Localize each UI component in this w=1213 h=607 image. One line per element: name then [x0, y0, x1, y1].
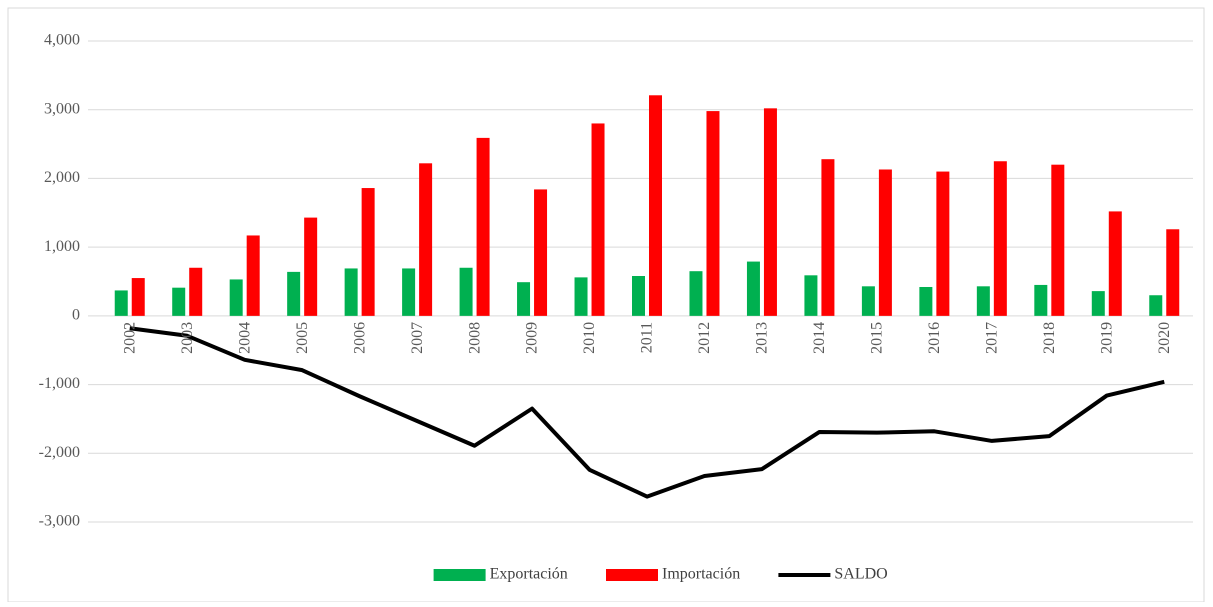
x-tick-label: 2019 — [1098, 322, 1115, 354]
bar — [632, 276, 645, 316]
bar — [1034, 284, 1048, 316]
bar — [419, 163, 433, 316]
bar — [229, 279, 243, 316]
bar — [517, 282, 531, 316]
bar — [114, 290, 128, 316]
legend-label: Importación — [662, 566, 740, 583]
bar — [861, 286, 875, 316]
y-tick-label: -1,000 — [39, 375, 80, 392]
bar — [402, 268, 416, 316]
legend-label: SALDO — [834, 566, 887, 583]
bar — [1108, 211, 1122, 316]
x-tick-label: 2013 — [754, 322, 771, 354]
bar — [344, 268, 358, 316]
x-tick-label: 2004 — [236, 322, 253, 354]
bar — [649, 95, 662, 316]
x-tick-label: 2008 — [466, 322, 483, 354]
bar — [574, 277, 588, 316]
x-tick-label: 2015 — [869, 322, 886, 354]
bar — [1149, 295, 1163, 316]
bar — [591, 123, 605, 316]
bar — [287, 271, 301, 316]
x-tick-label: 2018 — [1041, 322, 1058, 354]
bar — [304, 217, 318, 316]
bar — [689, 271, 703, 316]
bar — [361, 188, 375, 316]
legend-swatch — [433, 569, 486, 581]
x-tick-label: 2006 — [351, 322, 368, 354]
x-tick-label: 2011 — [639, 322, 656, 353]
x-tick-label: 2017 — [984, 322, 1001, 354]
x-tick-label: 2009 — [524, 322, 541, 354]
bar — [746, 261, 760, 316]
x-tick-label: 2010 — [581, 322, 598, 354]
y-tick-label: -2,000 — [39, 444, 80, 461]
bar — [1091, 291, 1105, 316]
x-tick-label: 2007 — [409, 322, 426, 354]
x-tick-label: 2002 — [121, 322, 138, 354]
x-tick-label: 2005 — [294, 322, 311, 354]
bar — [936, 171, 950, 316]
x-tick-label: 2003 — [179, 322, 196, 354]
y-tick-label: 4,000 — [44, 32, 80, 49]
bar — [993, 161, 1007, 316]
bar — [189, 267, 203, 316]
y-tick-label: 0 — [72, 307, 80, 324]
bar — [919, 286, 933, 316]
y-tick-label: 3,000 — [44, 100, 80, 117]
chart-border — [7, 7, 1205, 603]
bar — [1051, 164, 1065, 316]
x-tick-label: 2016 — [926, 322, 943, 354]
bar — [706, 111, 720, 316]
bar — [459, 267, 473, 316]
bar — [976, 286, 990, 316]
line — [129, 326, 1165, 499]
legend-label: Exportación — [490, 566, 568, 583]
x-tick-label: 2020 — [1156, 322, 1173, 354]
y-tick-label: 2,000 — [44, 169, 80, 186]
bar — [131, 278, 145, 316]
x-tick-label: 2012 — [696, 322, 713, 354]
bar — [804, 275, 818, 316]
x-tick-label: 2014 — [811, 322, 828, 354]
bar — [534, 189, 548, 316]
bar — [172, 287, 186, 316]
legend-swatch — [606, 569, 658, 581]
bar — [821, 159, 835, 316]
bar — [1166, 229, 1180, 316]
bar — [476, 137, 490, 316]
y-tick-label: 1,000 — [44, 238, 80, 255]
bar — [763, 108, 777, 316]
bar — [246, 235, 260, 316]
bar — [878, 169, 892, 316]
y-tick-label: -3,000 — [39, 513, 80, 530]
